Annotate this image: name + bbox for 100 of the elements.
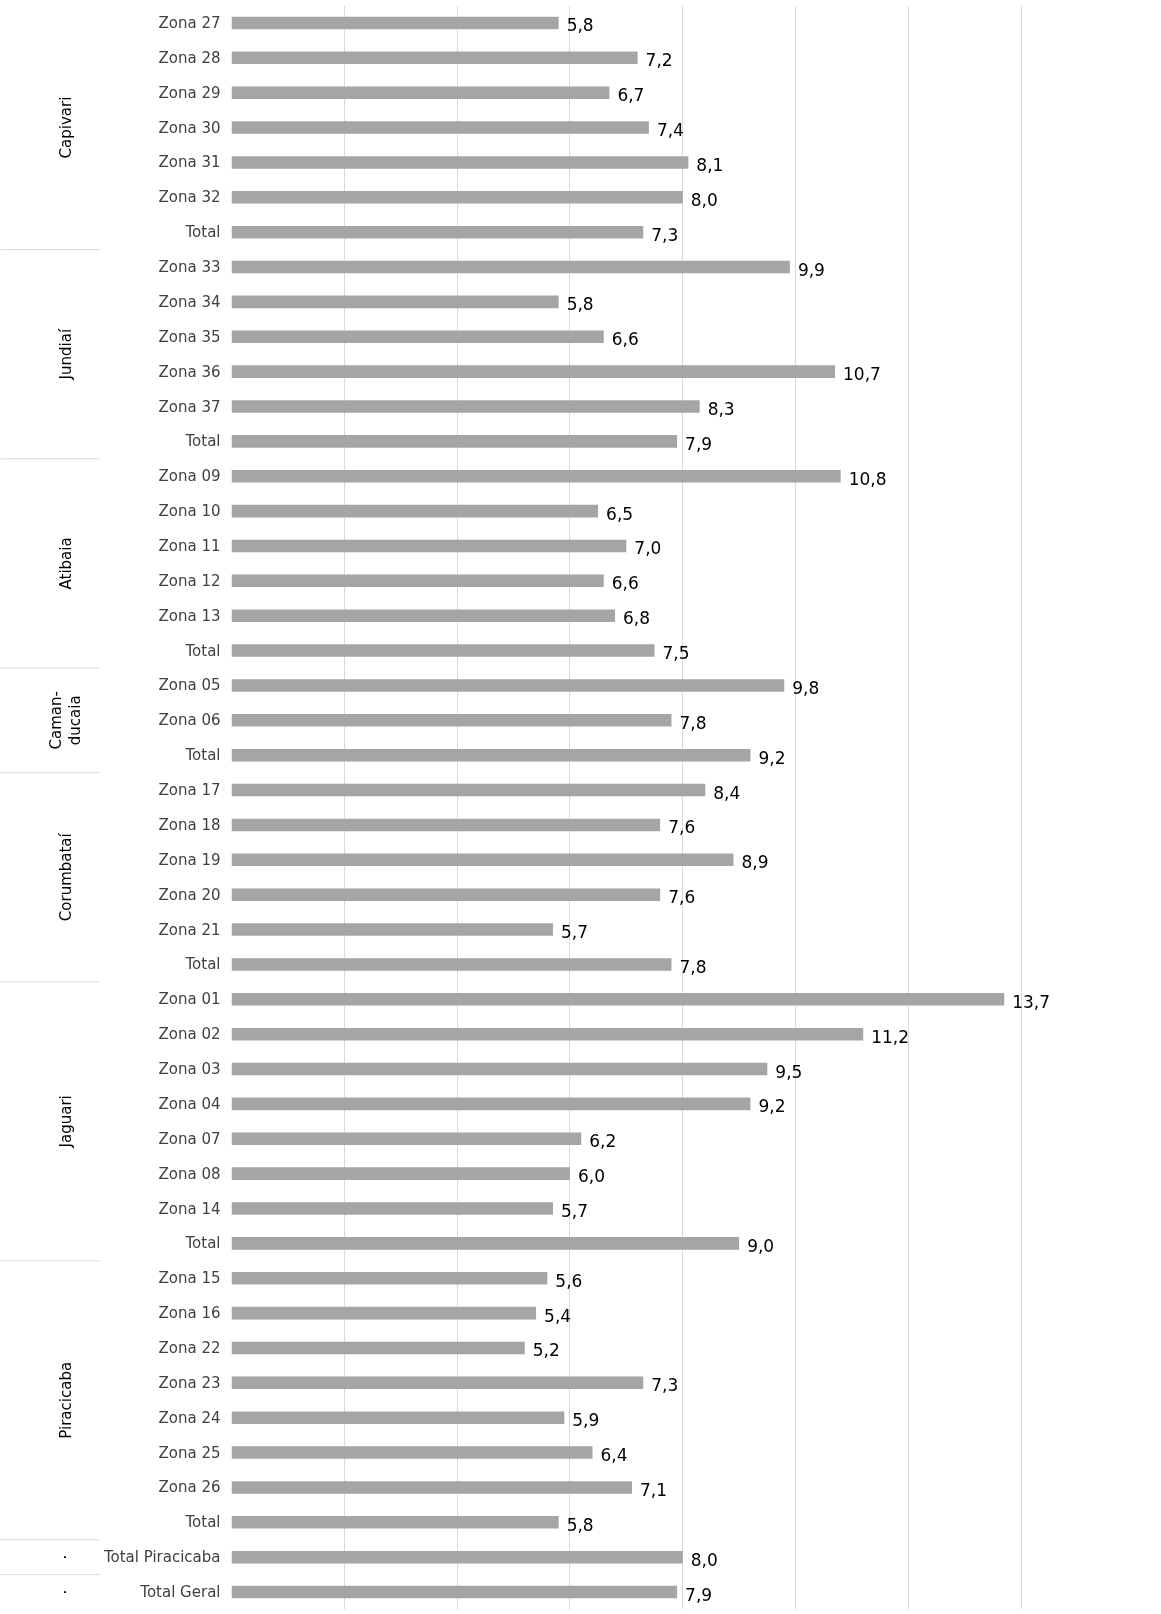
y-tick-label: Zona 33 (158, 258, 221, 277)
bar (231, 469, 841, 483)
data-label: 7,6 (668, 887, 696, 908)
data-label: 8,1 (696, 154, 724, 175)
bar (231, 714, 672, 727)
bar (231, 51, 638, 65)
y-tick-label: Zona 24 (158, 1408, 221, 1427)
data-label: 7,6 (668, 817, 696, 838)
text: Caman- ducaia (46, 691, 85, 750)
bar (231, 260, 790, 274)
bar (231, 1271, 548, 1285)
data-label: 5,8 (566, 294, 594, 315)
data-label: 6,2 (589, 1131, 617, 1152)
bar (231, 295, 559, 309)
data-label: 10,7 (843, 364, 881, 385)
data-label: 5,8 (566, 1514, 594, 1535)
y-tick-label: Zona 11 (158, 536, 221, 555)
bar (231, 1027, 864, 1041)
bar (231, 330, 604, 344)
bar (231, 644, 655, 657)
bar (231, 1376, 644, 1390)
data-label: 7,9 (685, 433, 713, 454)
bar (231, 748, 751, 762)
bar (231, 1062, 768, 1076)
bar (231, 679, 785, 692)
bar (231, 225, 644, 239)
bar (231, 609, 616, 622)
bar (231, 121, 649, 134)
bar (231, 86, 610, 99)
text: Jundiaí (56, 328, 75, 381)
y-tick-label: Zona 21 (158, 920, 221, 939)
y-tick-label: Zona 20 (158, 885, 221, 904)
y-tick-label: Zona 26 (158, 1478, 221, 1497)
y-tick-label: Total Geral (139, 1583, 221, 1602)
y-tick-label: Zona 27 (158, 13, 221, 32)
data-label: 7,5 (662, 643, 690, 664)
bar (231, 156, 689, 169)
y-tick-label: Zona 10 (158, 502, 221, 521)
bar (231, 958, 672, 971)
y-tick-label: Total (184, 223, 221, 242)
bar (231, 1341, 525, 1355)
bar (231, 435, 678, 448)
data-label: 9,0 (747, 1235, 775, 1256)
data-label: 7,2 (645, 50, 673, 71)
y-tick-label: Zona 18 (158, 815, 221, 834)
bar (231, 1097, 751, 1111)
data-label: 9,2 (758, 747, 786, 768)
data-label: 9,8 (792, 677, 820, 698)
bar (231, 1132, 582, 1146)
y-tick-label: Zona 06 (158, 711, 221, 730)
data-label: 7,9 (685, 1584, 713, 1605)
data-label: 8,3 (707, 399, 735, 419)
data-label: 6,6 (611, 573, 639, 594)
data-label: 7,1 (639, 1479, 668, 1500)
y-tick-label: Zona 31 (158, 153, 221, 172)
data-label: 6,4 (600, 1445, 628, 1466)
y-tick-label: Zona 16 (158, 1304, 221, 1323)
y-tick-label: Zona 29 (158, 83, 221, 102)
data-label: 6,8 (623, 608, 651, 629)
data-label: 7,8 (679, 712, 707, 733)
data-label: 6,7 (617, 85, 645, 106)
data-label: 5,4 (544, 1305, 572, 1326)
y-tick-label: Zona 05 (158, 676, 221, 695)
data-label: 10,8 (848, 468, 887, 489)
y-tick-label: Total (184, 955, 221, 974)
y-tick-label: Zona 01 (158, 990, 221, 1009)
y-tick-label: Total (184, 746, 221, 765)
text: · (56, 1589, 75, 1595)
bar (231, 818, 661, 832)
bar (231, 574, 604, 588)
y-tick-label: Zona 17 (158, 781, 221, 800)
data-label: 13,7 (1012, 991, 1051, 1012)
data-label: 5,7 (561, 922, 589, 943)
data-label: 7,3 (651, 1375, 679, 1396)
bar (231, 400, 700, 413)
y-tick-label: Zona 07 (158, 1129, 221, 1148)
y-tick-label: Zona 19 (158, 850, 221, 869)
y-tick-label: Zona 28 (158, 48, 221, 67)
y-tick-label: Zona 35 (158, 327, 221, 346)
y-tick-label: Zona 02 (158, 1025, 221, 1044)
data-label: 5,6 (555, 1270, 583, 1291)
y-tick-label: Total (184, 1234, 221, 1253)
bar (231, 365, 836, 378)
bar (231, 1446, 593, 1459)
bar (231, 1237, 740, 1250)
bar (231, 16, 559, 30)
y-tick-label: Zona 04 (158, 1094, 221, 1113)
data-label: 5,8 (566, 15, 594, 36)
y-tick-label: Zona 13 (158, 606, 221, 625)
data-label: 9,5 (775, 1061, 803, 1082)
y-tick-label: Zona 14 (158, 1199, 221, 1218)
y-tick-label: Zona 12 (158, 571, 221, 590)
y-tick-label: Zona 32 (158, 188, 221, 207)
data-label: 5,9 (572, 1410, 600, 1431)
y-tick-label: Zona 08 (158, 1164, 221, 1183)
data-label: 6,6 (611, 329, 639, 350)
bar (231, 1585, 678, 1599)
y-tick-label: Zona 34 (158, 292, 221, 311)
bar (231, 1411, 565, 1424)
bar (231, 853, 734, 867)
